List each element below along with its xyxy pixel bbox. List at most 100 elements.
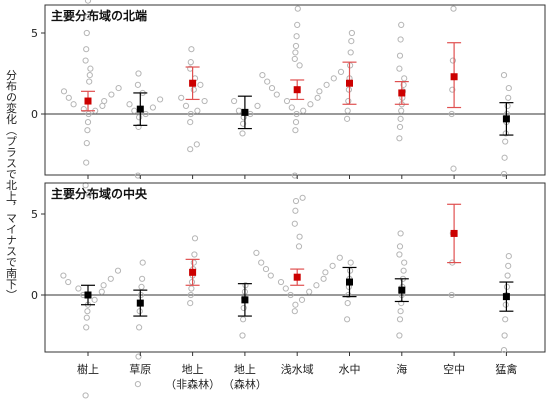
panel-frame [44,4,546,176]
x-category-label: 海 [396,362,407,376]
data-point [296,233,303,240]
data-point [126,101,133,108]
data-point [84,119,92,126]
data-point [294,5,301,12]
data-point [101,97,108,105]
data-point [84,127,91,134]
mean-marker [241,108,249,116]
data-point [262,265,270,273]
data-point [194,107,201,114]
data-point [348,29,355,37]
data-point [139,259,146,266]
data-point [398,21,405,28]
data-point [292,207,299,214]
data-point [70,101,77,108]
data-point [344,115,351,122]
data-point [291,172,298,179]
data-point [187,146,194,153]
data-point [345,291,352,299]
x-category-label: （森林） [223,377,267,391]
data-point [449,86,456,93]
data-point [501,154,508,161]
data-point [86,72,93,79]
data-point [136,308,143,315]
data-point [396,316,404,323]
data-point [344,300,351,307]
data-point [300,107,307,114]
data-point [313,282,320,289]
data-point [277,278,285,286]
data-point [75,285,82,292]
data-point [83,314,90,321]
mean-marker [293,273,301,281]
data-point [139,275,146,282]
data-point [287,291,294,299]
data-point [396,65,403,72]
mean-marker [84,291,92,299]
data-point [322,269,329,276]
data-point [502,138,509,145]
x-category-label: 水中 [339,363,361,376]
data-point [83,46,90,53]
data-point [397,308,404,315]
data-point [135,70,142,77]
data-point [188,46,195,53]
x-category-label: 地上 [182,363,204,376]
data-point [187,291,194,299]
mean-marker [189,79,197,87]
data-point [240,316,247,323]
data-point [292,197,300,205]
data-point [323,81,330,88]
data-point [240,304,247,312]
data-point [292,301,299,308]
data-point [108,91,115,98]
data-point [85,191,92,198]
data-point [91,296,98,303]
data-point [267,272,274,279]
data-point [283,97,291,105]
data-point [87,65,94,72]
data-point [131,107,138,114]
mean-marker [136,299,144,307]
data-point [190,86,197,93]
x-category-label: 地上 [234,363,256,376]
data-point [329,262,336,269]
data-point [291,55,298,63]
data-point [182,102,190,110]
data-point [273,91,280,98]
data-point [505,84,512,92]
x-category-label: 猛禽 [495,362,517,376]
data-point [448,110,455,118]
data-point [293,33,300,40]
data-point [505,94,512,101]
data-point [82,57,89,64]
panel-title: 主要分布域の中央 [51,186,148,201]
data-point [502,316,509,323]
data-point [65,94,72,101]
data-point [450,165,457,172]
data-point [505,262,512,269]
data-point [292,49,299,56]
data-point [190,259,197,266]
mean-marker [398,286,406,294]
data-point [337,68,345,75]
data-point [500,72,508,79]
data-point [282,285,289,292]
data-point [187,300,194,307]
data-point [296,62,303,69]
data-point [193,141,200,148]
data-point [178,94,185,101]
data-point [397,115,404,122]
data-point [292,127,299,134]
data-point [201,97,208,105]
data-point [306,288,313,295]
data-point [299,194,306,201]
data-point [348,38,355,45]
data-point [400,81,407,88]
data-point [114,267,122,274]
data-point [85,110,92,118]
data-point [330,75,337,82]
data-point [320,275,327,282]
data-point [345,97,352,105]
